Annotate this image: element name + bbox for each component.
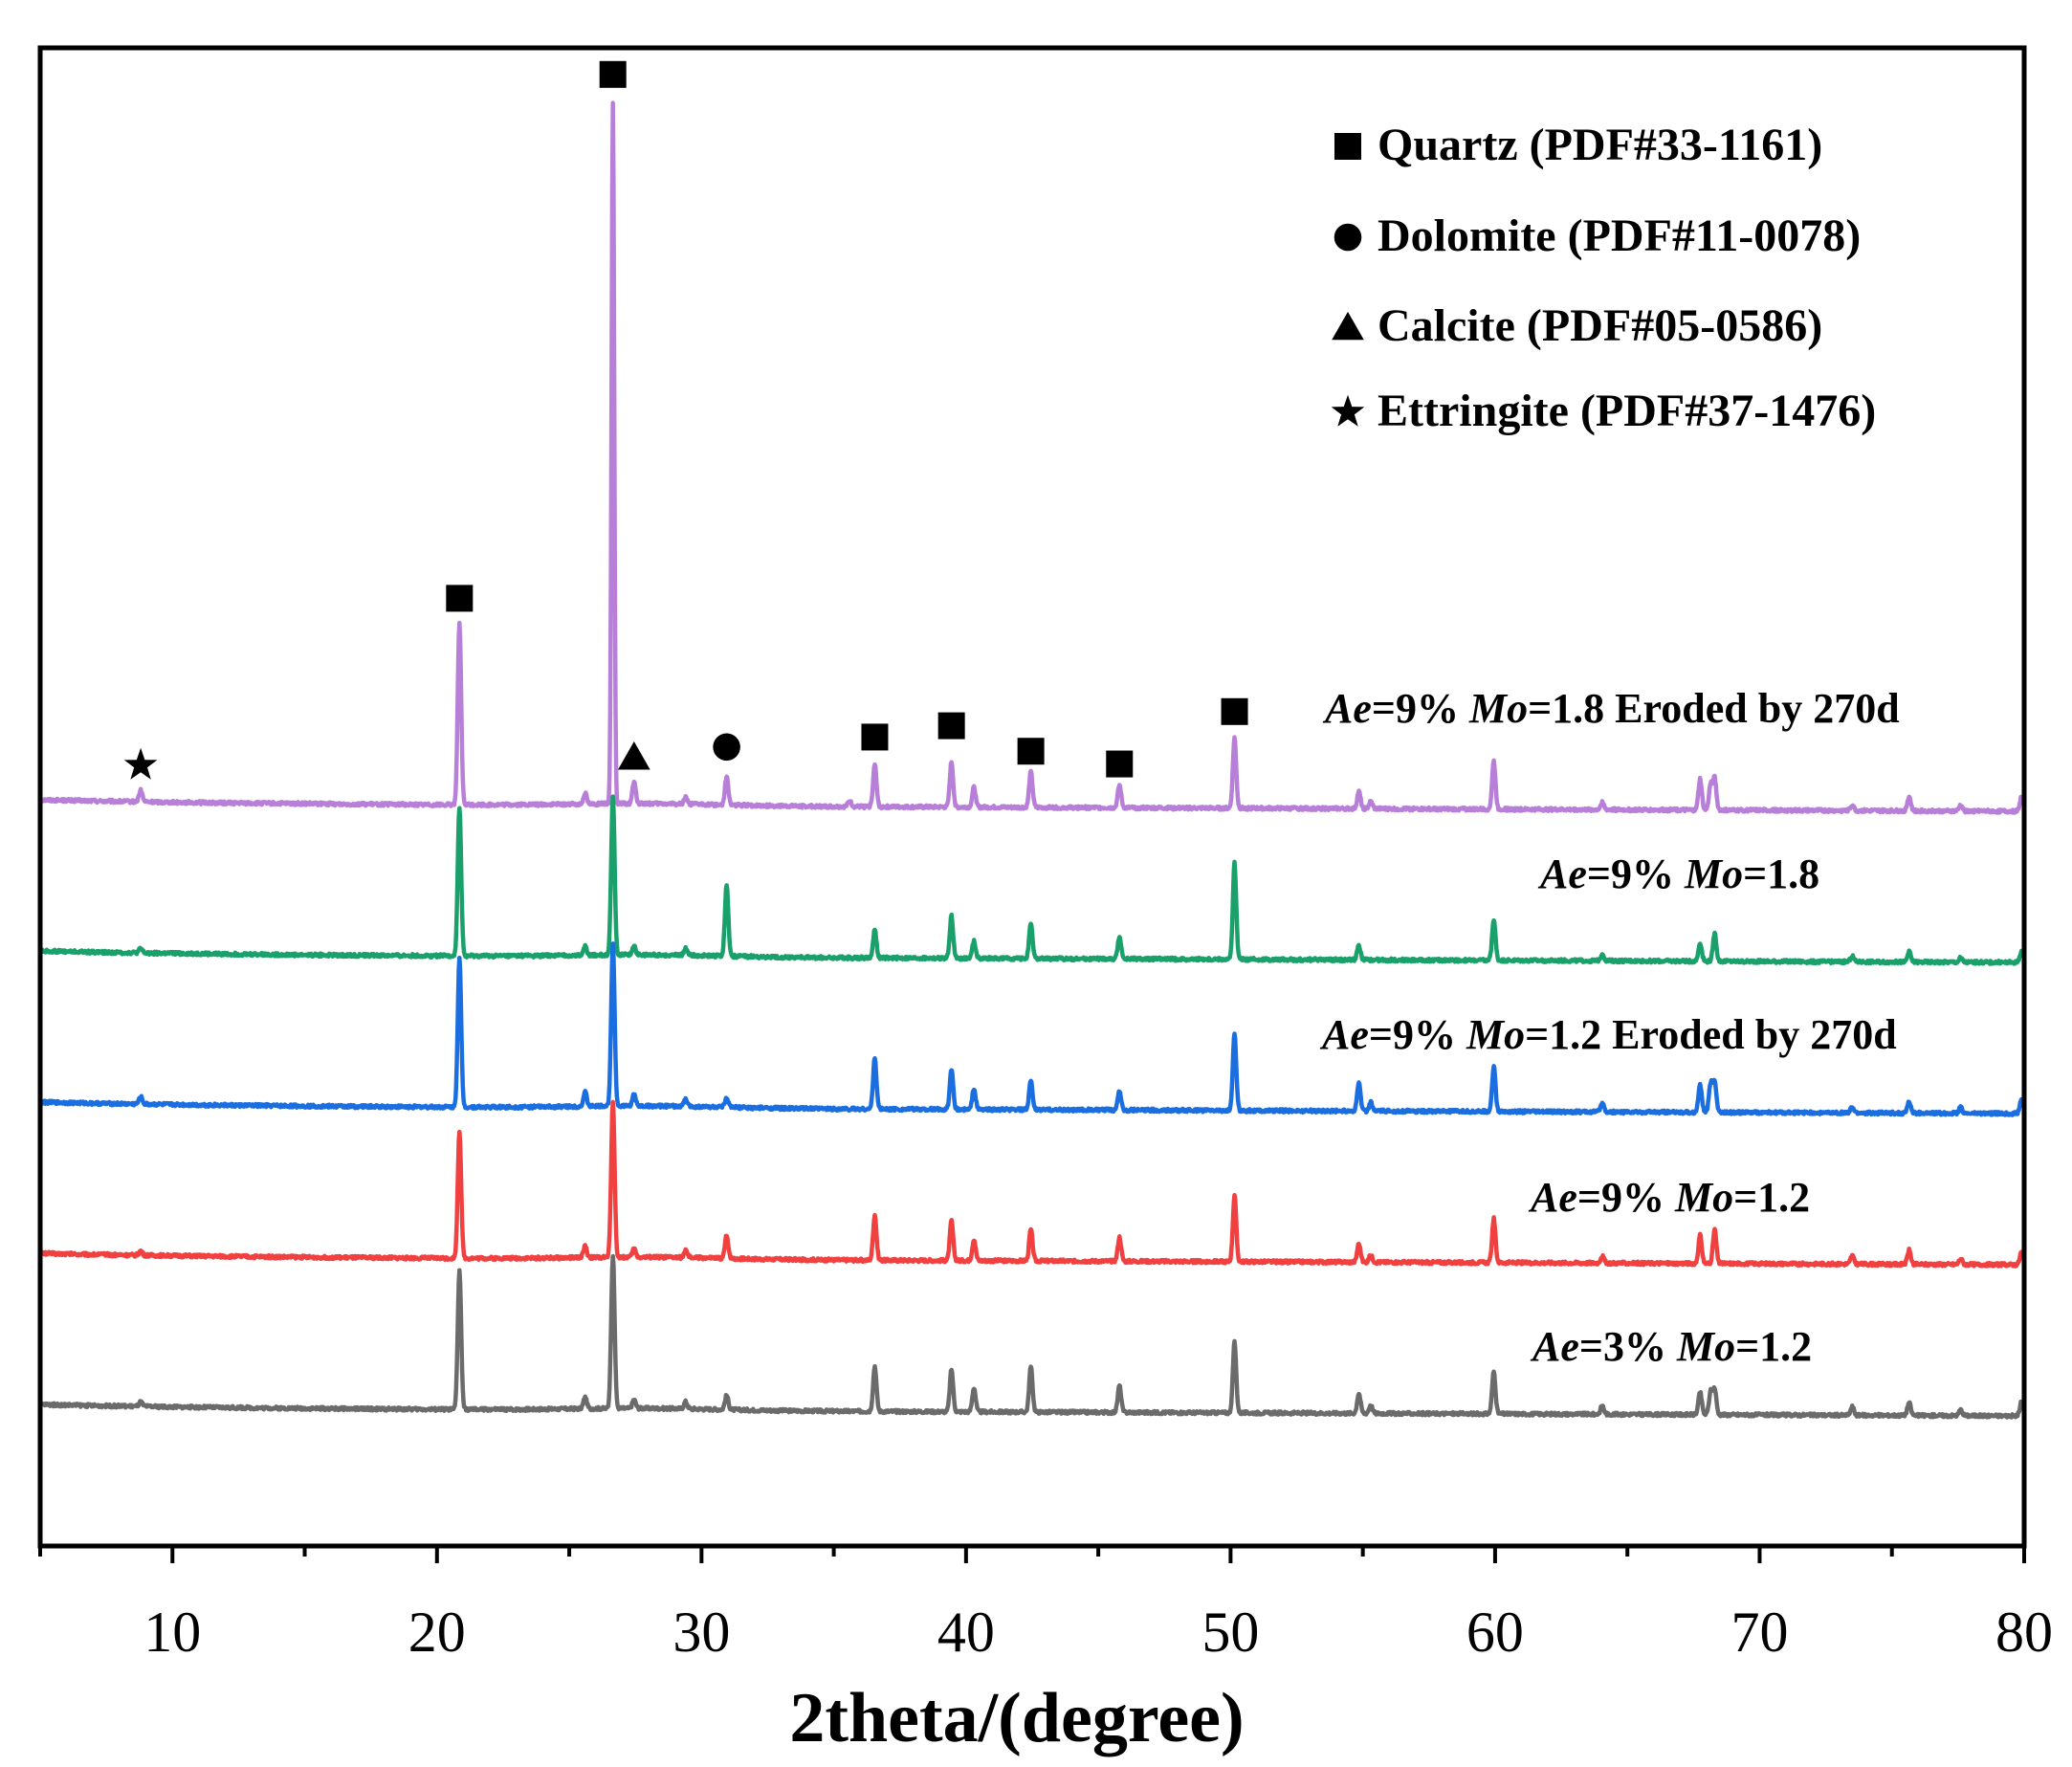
legend-label: Quartz (PDF#33-1161): [1378, 120, 1822, 170]
legend: Quartz (PDF#33-1161) Dolomite (PDF#11-007…: [1331, 120, 1876, 436]
square-marker: [1221, 697, 1248, 725]
series-label-part: Mo: [1468, 685, 1528, 732]
plot-frame: [37, 45, 2027, 1549]
series-label-part: Mo: [1684, 850, 1743, 897]
legend-circle-icon: [1334, 223, 1362, 252]
series-group: [38, 794, 2027, 966]
square-marker: [861, 723, 889, 751]
series-label-part: =9%: [1587, 850, 1685, 897]
series-label: Ae=9% Mo=1.2 Eroded by 270d: [1319, 1011, 1897, 1058]
legend-star-icon: [1331, 394, 1365, 427]
legend-item: Quartz (PDF#33-1161): [1334, 120, 1822, 170]
series-group: [38, 941, 2027, 1117]
series-label-part: Ae: [1528, 1174, 1577, 1221]
x-tick-label: 10: [143, 1601, 201, 1664]
x-axis: 10 20 30 40 50 60 70 80: [38, 1546, 2053, 1664]
legend-square-icon: [1334, 133, 1361, 160]
x-tick-label: 20: [408, 1601, 466, 1664]
series-label: Ae=9% Mo=1.2: [1528, 1174, 1810, 1221]
series-label-part: Ae: [1322, 685, 1372, 732]
square-marker: [599, 60, 627, 88]
series-label-part: Ae: [1530, 1323, 1579, 1370]
legend-label: Ettringite (PDF#37-1476): [1378, 386, 1876, 436]
x-tick-label: 60: [1466, 1601, 1524, 1664]
legend-item: Calcite (PDF#05-0586): [1332, 300, 1822, 351]
x-tick-label: 70: [1730, 1601, 1788, 1664]
circle-marker: [713, 733, 740, 762]
series-label: Ae=9% Mo=1.8: [1537, 850, 1819, 897]
series-group: [38, 100, 2027, 815]
star-marker: [123, 747, 158, 780]
legend-label: Dolomite (PDF#11-0078): [1378, 210, 1861, 261]
x-axis-title: 2theta/(degree): [789, 1679, 1244, 1757]
series-label-part: =1.8: [1743, 850, 1819, 897]
series-label-part: Mo: [1466, 1011, 1525, 1058]
series-label-part: =1.2: [1733, 1174, 1810, 1221]
series-line: [38, 794, 2027, 966]
series-label: Ae=3% Mo=1.2: [1530, 1323, 1812, 1370]
series-label-part: Mo: [1674, 1174, 1733, 1221]
series-group: [38, 1253, 2027, 1420]
legend-triangle-icon: [1332, 311, 1364, 341]
series-label-part: Ae: [1537, 850, 1587, 897]
series-label-part: =1.2 Eroded by 270d: [1525, 1011, 1897, 1058]
series-label: Ae=9% Mo=1.8 Eroded by 270d: [1322, 685, 1900, 732]
x-tick-label: 50: [1201, 1601, 1259, 1664]
series-label-part: Ae: [1319, 1011, 1369, 1058]
series-label-part: Mo: [1676, 1323, 1735, 1370]
series-group: [37, 1099, 2027, 1269]
series-label-part: =1.8 Eroded by 270d: [1528, 685, 1900, 732]
x-tick-label: 40: [937, 1601, 995, 1664]
phase-marker-layer: [123, 60, 1248, 780]
series-label-part: =9%: [1577, 1174, 1675, 1221]
series-layer: [37, 100, 2027, 1420]
legend-label: Calcite (PDF#05-0586): [1378, 300, 1822, 351]
triangle-marker: [618, 741, 650, 770]
square-marker: [1017, 738, 1045, 765]
series-label-part: =9%: [1369, 1011, 1466, 1058]
series-line: [37, 1099, 2027, 1269]
series-label-part: =1.2: [1735, 1323, 1812, 1370]
square-marker: [1106, 750, 1134, 778]
series-label-part: =3%: [1579, 1323, 1677, 1370]
series-line: [38, 100, 2027, 815]
legend-item: Dolomite (PDF#11-0078): [1334, 210, 1861, 261]
square-marker: [446, 585, 474, 612]
legend-item: Ettringite (PDF#37-1476): [1331, 386, 1876, 436]
series-line: [38, 941, 2027, 1117]
square-marker: [937, 712, 965, 740]
x-tick-label: 80: [1995, 1601, 2053, 1664]
series-line: [38, 1253, 2027, 1420]
series-label-part: =9%: [1372, 685, 1469, 732]
x-tick-label: 30: [672, 1601, 730, 1664]
